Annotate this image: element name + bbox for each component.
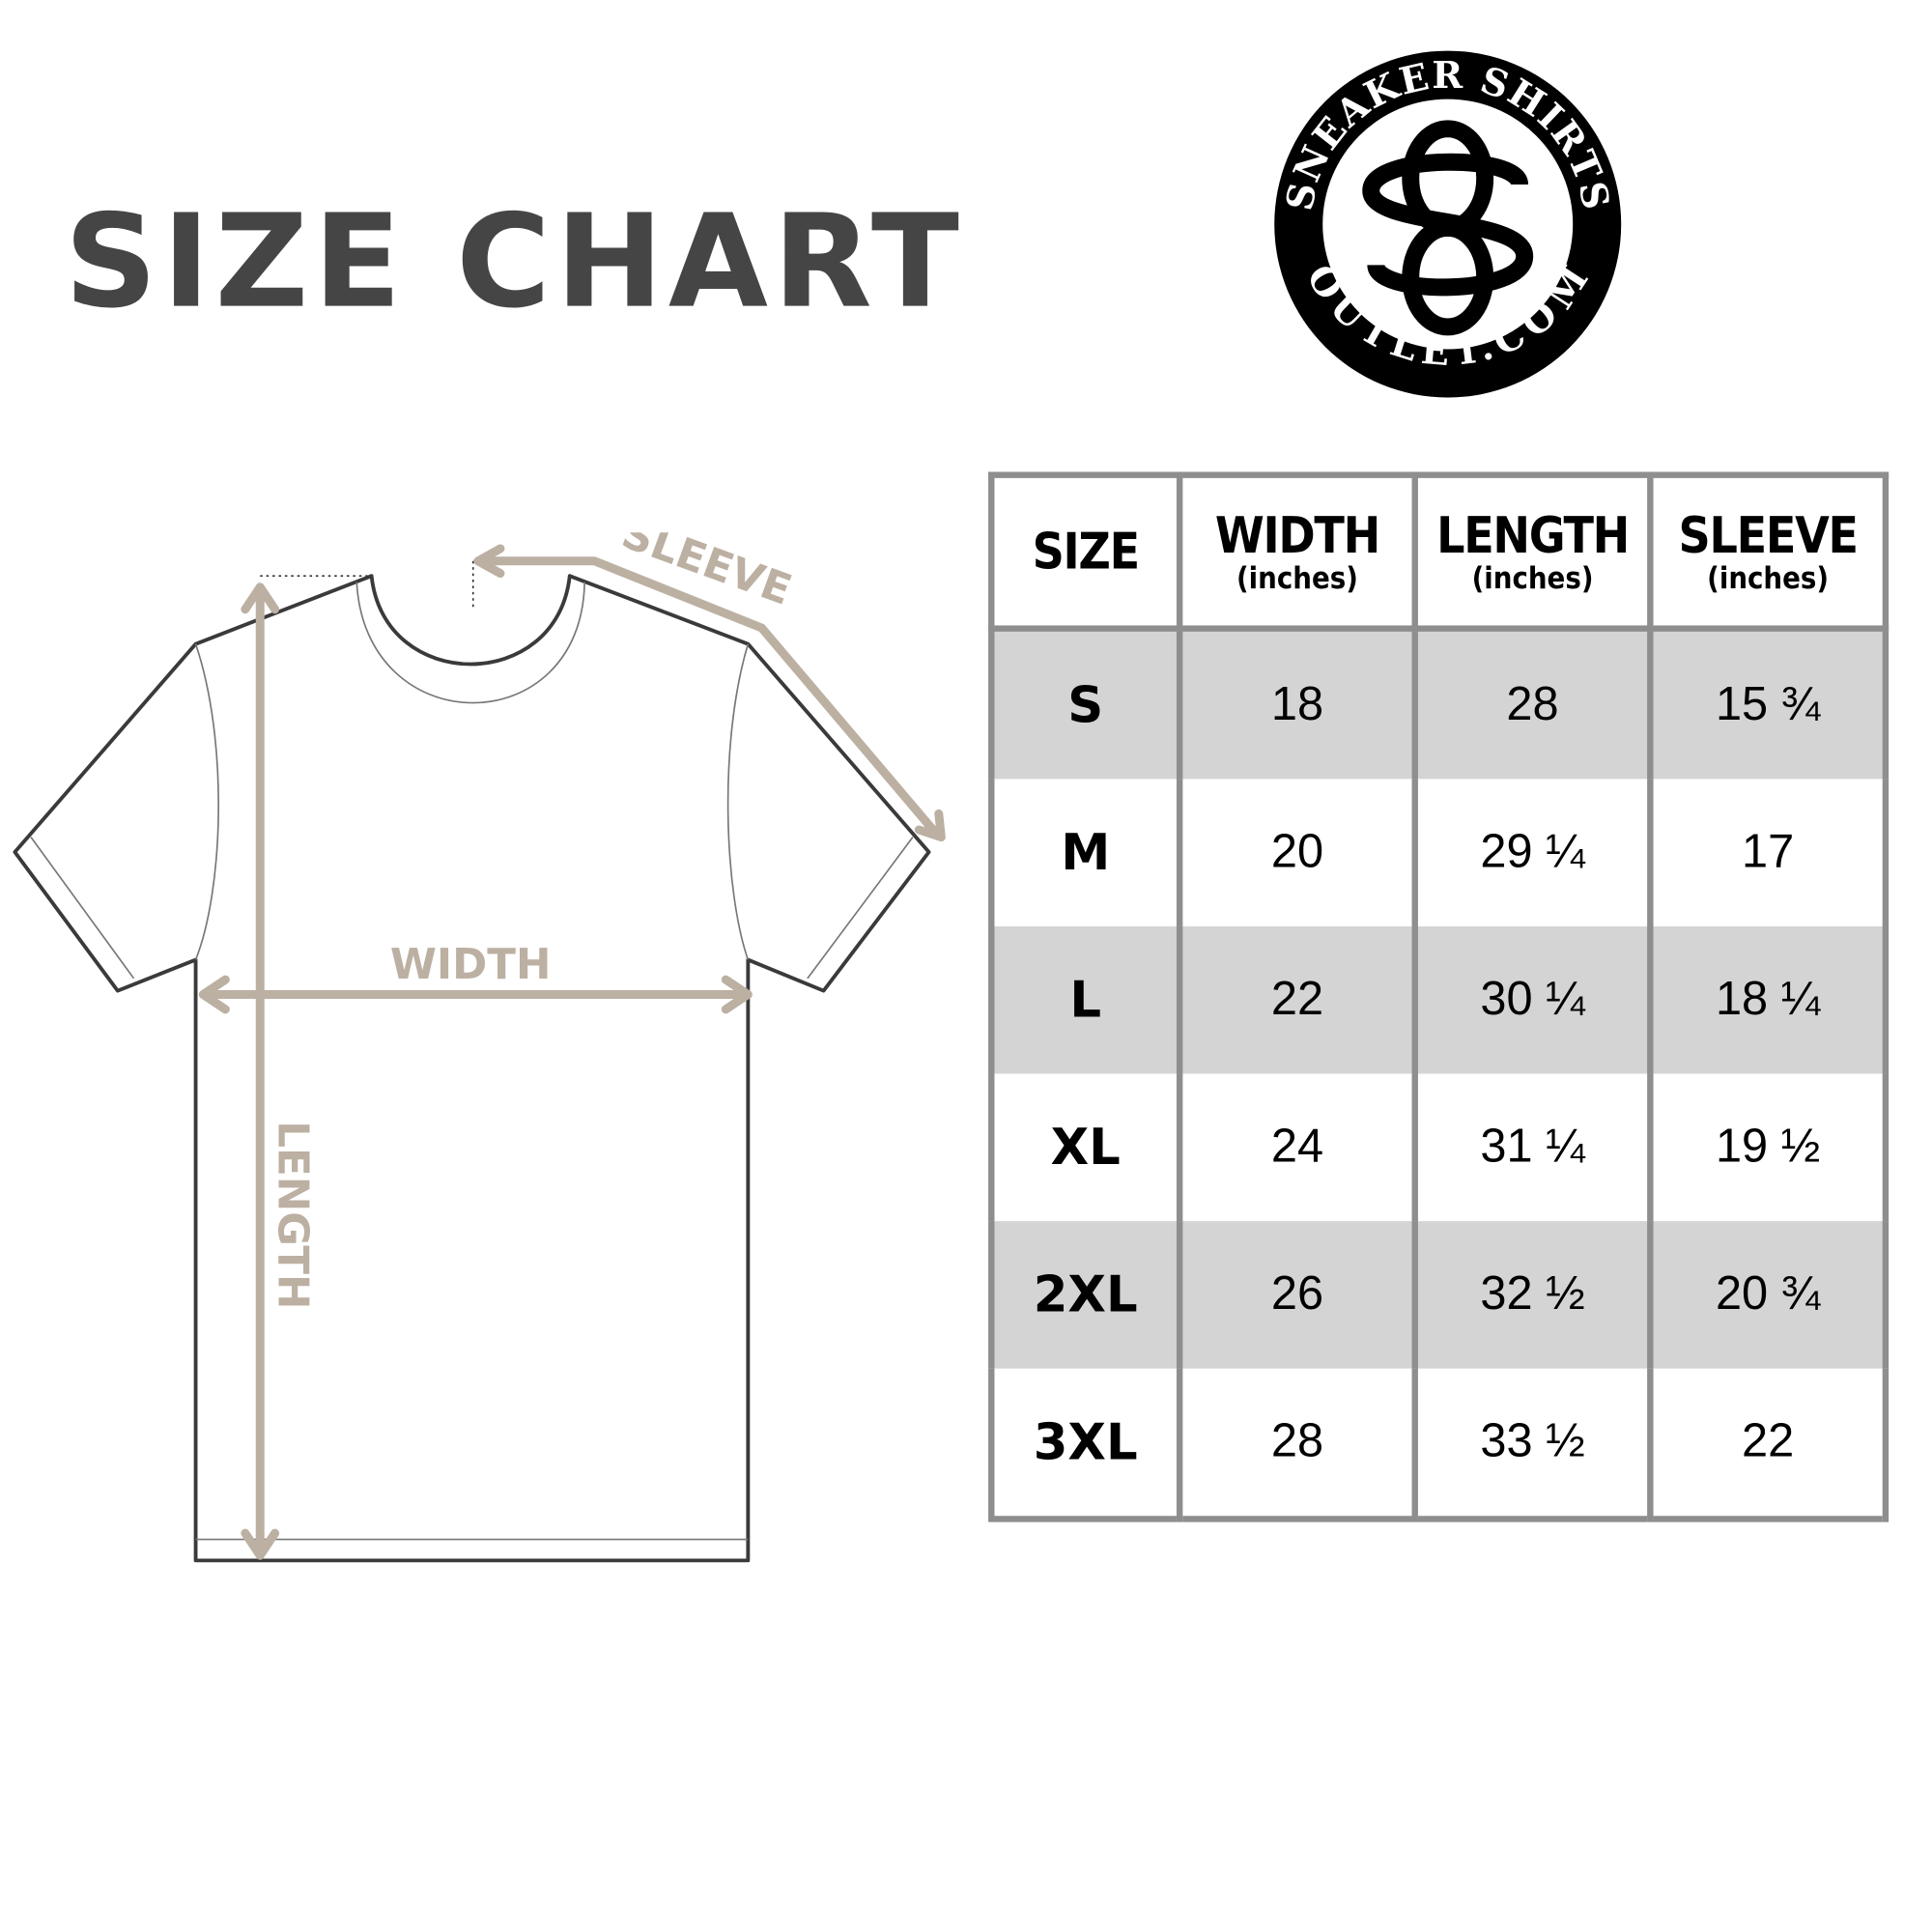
width-label: WIDTH [390, 941, 552, 989]
cell-sleeve: 15 ¾ [1647, 628, 1889, 780]
cell-length: 32 ½ [1411, 1221, 1654, 1369]
cell-length: 33 ½ [1411, 1368, 1654, 1520]
header-sleeve: SLEEVE (inches) [1647, 471, 1889, 632]
table-row: M 20 29 ¼ 17 [988, 779, 1889, 926]
sleeve-arrow [473, 544, 946, 842]
table-row: 2XL 26 32 ½ 20 ¾ [988, 1221, 1889, 1369]
length-arrow [241, 582, 280, 1560]
cell-size: M [988, 779, 1183, 926]
size-table: SIZE WIDTH (inches) LENGTH (inches) SLEEVE… [988, 471, 1889, 1522]
cell-width: 28 [1176, 1368, 1418, 1520]
monogram-icon [1362, 120, 1534, 336]
cell-sleeve: 22 [1647, 1368, 1889, 1520]
cell-sleeve: 17 [1647, 779, 1889, 926]
length-label: LENGTH [268, 1121, 316, 1309]
cell-size: L [988, 925, 1183, 1074]
cell-length: 28 [1411, 628, 1654, 780]
header-width: WIDTH (inches) [1176, 471, 1418, 632]
tshirt-diagram: WIDTH LENGTH SLEEVE [13, 532, 946, 1563]
cell-size: 2XL [988, 1221, 1183, 1369]
table-row: XL 24 31 ¼ 19 ½ [988, 1073, 1889, 1222]
page-title: SIZE CHART [64, 185, 965, 337]
cell-width: 26 [1176, 1221, 1418, 1369]
table-row: 3XL 28 33 ½ 22 [988, 1368, 1889, 1520]
cell-width: 24 [1176, 1073, 1418, 1222]
cell-sleeve: 20 ¾ [1647, 1221, 1889, 1369]
width-arrow [198, 975, 753, 1014]
cell-size: S [988, 628, 1183, 780]
cell-size: 3XL [988, 1368, 1183, 1520]
cell-width: 22 [1176, 925, 1418, 1074]
table-row: S 18 28 15 ¾ [988, 628, 1889, 780]
cell-width: 20 [1176, 779, 1418, 926]
brand-logo: SNEAKER SHIRTS OUTLET.COM [1274, 50, 1622, 398]
cell-width: 18 [1176, 628, 1418, 780]
tshirt-outline [13, 574, 931, 1563]
cell-length: 31 ¼ [1411, 1073, 1654, 1222]
cell-sleeve: 18 ¼ [1647, 925, 1889, 1074]
header-size: SIZE [988, 471, 1183, 632]
cell-length: 30 ¼ [1411, 925, 1654, 1074]
cell-length: 29 ¼ [1411, 779, 1654, 926]
cell-size: XL [988, 1073, 1183, 1222]
header-length: LENGTH (inches) [1411, 471, 1654, 632]
cell-sleeve: 19 ½ [1647, 1073, 1889, 1222]
table-header-row: SIZE WIDTH (inches) LENGTH (inches) SLEEVE… [988, 471, 1889, 632]
table-row: L 22 30 ¼ 18 ¼ [988, 925, 1889, 1074]
